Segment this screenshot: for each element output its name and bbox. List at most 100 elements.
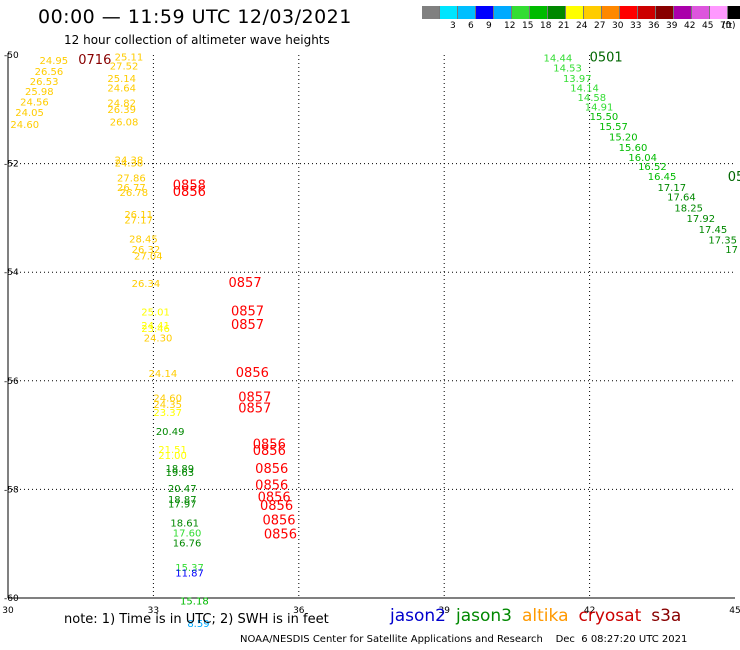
color-scale-label: 6	[468, 21, 474, 31]
satellite-legend-item: s3a	[651, 606, 682, 626]
color-swatch	[458, 6, 476, 19]
swh-value-label: 19.63	[166, 468, 195, 479]
x-tick-label: 42	[584, 606, 595, 616]
swh-value-label: 14.14	[570, 83, 599, 94]
y-tick-label: -58	[4, 485, 19, 495]
swh-value-label: 20.47	[168, 484, 197, 495]
swh-value-label: 11.87	[175, 568, 204, 579]
time-label: 0856	[262, 514, 295, 529]
swh-value-label: 20.49	[156, 427, 185, 438]
swh-value-label: 8.59	[187, 619, 209, 630]
swh-value-label: 14.91	[585, 102, 614, 113]
color-swatch	[638, 6, 656, 19]
color-swatch	[548, 6, 566, 19]
swh-value-label: 24.82	[107, 99, 136, 110]
swh-value-label: 23.37	[153, 408, 182, 419]
time-label: 0856	[264, 527, 297, 542]
page-title: 00:00 — 11:59 UTC 12/03/2021	[38, 6, 352, 28]
swh-value-label: 26.78	[119, 188, 148, 199]
color-swatch	[512, 6, 530, 19]
footer-note: note: 1) Time is in UTC; 2) SWH is in fe…	[64, 612, 329, 627]
color-scale-label: 3	[450, 21, 456, 31]
swh-value-label: 17.60	[173, 529, 202, 540]
time-label: 0716	[78, 53, 111, 68]
color-scale-label: 9	[486, 21, 492, 31]
swh-value-label: 17	[725, 245, 738, 256]
x-tick-label: 30	[2, 606, 14, 616]
time-label: 0857	[229, 276, 262, 291]
swh-value-label: 21.00	[158, 451, 187, 462]
swh-value-label: 15.60	[619, 143, 648, 154]
footer-credit: NOAA/NESDIS Center for Satellite Applica…	[240, 634, 688, 645]
swh-value-label: 27.17	[124, 215, 153, 226]
swh-value-label: 18.61	[170, 518, 199, 529]
color-swatch	[710, 6, 728, 19]
swh-value-label: 16.45	[648, 172, 677, 183]
color-scale-label: 36	[648, 21, 660, 31]
x-tick-label: 45	[729, 606, 740, 616]
swh-value-label: 14.53	[553, 63, 582, 74]
color-scale-label: 12	[504, 21, 516, 31]
x-tick-label: 36	[293, 606, 305, 616]
swh-value-label: 27.86	[117, 174, 146, 185]
swh-value-label: 27.52	[110, 62, 139, 73]
page-subtitle: 12 hour collection of altimeter wave hei…	[64, 33, 330, 47]
unit-label: (ft)	[722, 21, 736, 31]
y-tick-label: -54	[4, 268, 19, 278]
color-swatch	[476, 6, 494, 19]
swh-value-label: 26.34	[132, 279, 161, 290]
swh-value-label: 24.30	[144, 334, 173, 345]
swh-value-label: 16.52	[638, 162, 667, 173]
time-label: 0857	[238, 401, 271, 416]
color-swatch	[602, 6, 620, 19]
color-swatch	[584, 6, 602, 19]
time-label: 0856	[236, 366, 269, 381]
color-swatch	[620, 6, 638, 19]
color-scale-label: 45	[702, 21, 714, 31]
swh-value-label: 27.04	[134, 252, 163, 263]
swh-value-label: 13.97	[563, 74, 592, 85]
satellite-legend-item: jason2	[390, 606, 446, 626]
y-tick-label: -52	[4, 160, 19, 170]
time-label: 0856	[255, 462, 288, 477]
swh-value-label: 24.38	[115, 158, 144, 169]
color-scale-label: 33	[630, 21, 642, 31]
swh-value-label: 15.18	[180, 597, 209, 608]
time-label: 0858	[173, 179, 206, 194]
swh-value-label: 15.50	[590, 112, 619, 123]
swh-value-label: 24.64	[107, 83, 136, 94]
satellite-legend: jason2 jason3 altika cryosat s3a	[390, 606, 691, 626]
color-scale-label: 30	[612, 21, 624, 31]
color-scale-label: 21	[558, 21, 570, 31]
swh-value-label: 15.57	[599, 122, 628, 133]
swh-value-label: 24.60	[153, 393, 182, 404]
swh-value-label: 18.89	[166, 464, 195, 475]
swh-value-label: 17.17	[657, 183, 686, 194]
x-tick-label: 33	[148, 606, 159, 616]
swh-value-label: 24.95	[40, 56, 69, 67]
color-swatch	[728, 6, 740, 19]
swh-value-label: 28.45	[129, 234, 158, 245]
color-swatch	[566, 6, 584, 19]
time-label: 0856	[260, 499, 293, 514]
time-label: 0857	[238, 390, 271, 405]
y-tick-label: -60	[4, 594, 19, 604]
swh-value-label: 25.01	[141, 308, 170, 319]
swh-value-label: 26.39	[107, 105, 136, 116]
swh-value-label: 18.87	[168, 495, 197, 506]
swh-value-label: 25.11	[115, 52, 144, 63]
swh-value-label: 26.32	[132, 245, 161, 256]
swh-value-label: 15.37	[175, 563, 204, 574]
swh-value-label: 24.38	[115, 156, 144, 167]
satellite-legend-item: jason3	[456, 606, 512, 626]
swh-value-label: 17.64	[667, 193, 696, 204]
color-scale-label: 39	[666, 21, 678, 31]
color-swatch	[656, 6, 674, 19]
swh-value-label: 17.45	[699, 225, 728, 236]
color-scale-bar	[422, 6, 740, 19]
swh-value-label: 24.56	[20, 97, 49, 108]
swh-value-label: 18.25	[674, 203, 703, 214]
swh-value-label: 17.97	[168, 499, 197, 510]
color-swatch	[674, 6, 692, 19]
